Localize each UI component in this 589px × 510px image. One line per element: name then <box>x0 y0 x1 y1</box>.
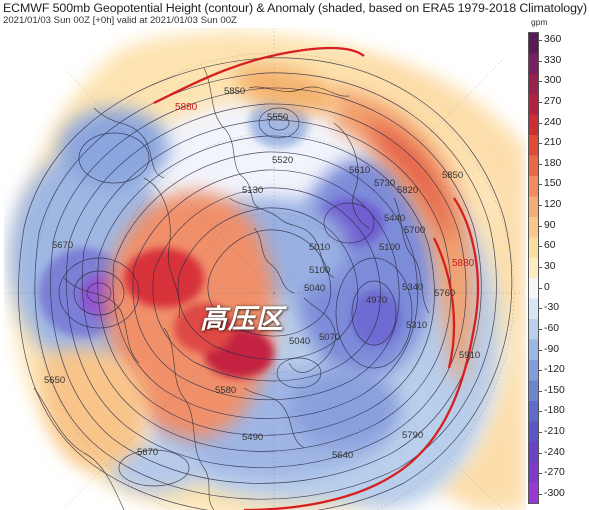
colorbar-tick-label: 60 <box>544 240 556 252</box>
contour-label: 5550 <box>267 112 288 123</box>
contour-label: 5850 <box>224 86 245 97</box>
colorbar-tick-label: -270 <box>544 467 565 479</box>
contour-label: 5670 <box>137 447 158 458</box>
colorbar-tick-label: 330 <box>544 54 562 66</box>
graticule <box>4 28 526 510</box>
contour-label: 5730 <box>374 178 395 189</box>
contour-label: 5520 <box>272 155 293 166</box>
colorbar-tick-label: 120 <box>544 198 562 210</box>
colorbar-tick-mark <box>539 390 542 392</box>
contour-label: 5790 <box>402 430 423 441</box>
contour-label: 5440 <box>384 213 405 224</box>
colorbar-tick-label: 180 <box>544 157 562 169</box>
colorbar-tick-label: 90 <box>544 219 556 231</box>
contour-label: 5100 <box>309 265 330 276</box>
colorbar-tick-label: -210 <box>544 425 565 437</box>
colorbar-tick-label: 240 <box>544 116 562 128</box>
colorbar-tick-mark <box>539 205 542 207</box>
colorbar-tick-mark <box>539 452 542 454</box>
colorbar-tick-label: -120 <box>544 363 565 375</box>
colorbar-tick-mark <box>539 370 542 372</box>
colorbar-tick-mark <box>539 40 542 41</box>
colorbar-tick-mark <box>539 349 542 351</box>
contour-label: 5130 <box>242 185 263 196</box>
colorbar-tick-label: -150 <box>544 384 565 396</box>
contour-labels: 5880 5850 5550 5520 5130 5610 5730 5820 … <box>44 86 480 461</box>
colorbar-tick-label: 360 <box>544 33 562 45</box>
contour-label: 5700 <box>404 225 425 236</box>
colorbar-tick-mark <box>539 101 542 103</box>
contour-label: 5490 <box>242 432 263 443</box>
colorbar-tick-mark <box>539 122 542 124</box>
contour-label: 5340 <box>402 282 423 293</box>
colorbar-tick-label: 150 <box>544 178 562 190</box>
colorbar-tick-mark <box>539 308 542 310</box>
colorbar-tick-mark <box>539 143 542 145</box>
colorbar-unit: gpm <box>531 17 548 27</box>
colorbar-tick-label: -30 <box>544 302 560 314</box>
colorbar-tick-label: 30 <box>544 260 556 272</box>
colorbar-tick-mark <box>539 494 542 495</box>
contour-label: 5650 <box>44 375 65 386</box>
contour-label: 5040 <box>304 283 325 294</box>
map-title: ECMWF 500mb Geopotential Height (contour… <box>3 1 587 15</box>
colorbar-tick-label: -300 <box>544 487 565 499</box>
polar-stereographic-map: 5880 5850 5550 5520 5130 5610 5730 5820 … <box>4 28 526 510</box>
colorbar-tick-label: 270 <box>544 95 562 107</box>
colorbar-tick-mark <box>539 246 542 248</box>
contour-label: 5040 <box>289 336 310 347</box>
contour-label: 5070 <box>319 332 340 343</box>
contour-label: 5640 <box>332 450 353 461</box>
contour-label: 5610 <box>349 165 370 176</box>
colorbar-tick-mark <box>539 473 542 475</box>
contour-label: 5880 <box>175 102 198 113</box>
anomaly-shading <box>9 31 526 510</box>
colorbar-tick-mark <box>539 411 542 413</box>
colorbar-tick-mark <box>539 432 542 434</box>
contour-label: 5310 <box>406 320 427 331</box>
colorbar-tick-label: 300 <box>544 75 562 87</box>
contour-label: 5010 <box>309 242 330 253</box>
colorbar <box>528 32 539 504</box>
colorbar-tick-label: -240 <box>544 446 565 458</box>
colorbar-tick-label: -180 <box>544 405 565 417</box>
colorbar-tick-mark <box>539 267 542 268</box>
colorbar-tick-mark <box>539 60 542 62</box>
contour-label: 5880 <box>452 258 475 269</box>
colorbar-tick-label: -90 <box>544 343 560 355</box>
colorbar-tick-mark <box>539 287 542 289</box>
colorbar-tick-label: 210 <box>544 136 562 148</box>
contour-label: 5670 <box>52 240 73 251</box>
colorbar-tick-mark <box>539 225 542 227</box>
contour-label: 5910 <box>459 350 480 361</box>
contour-label: 5100 <box>379 242 400 253</box>
contour-label: 4970 <box>366 295 387 306</box>
colorbar-tick-mark <box>539 328 542 330</box>
contour-label: 5580 <box>215 385 236 396</box>
colorbar-tick-mark <box>539 81 542 83</box>
colorbar-tick-mark <box>539 163 542 165</box>
contour-label: 5760 <box>434 288 455 299</box>
contour-5880 <box>153 46 480 510</box>
colorbar-tick-label: 0 <box>544 281 550 293</box>
colorbar-tick-mark <box>539 184 542 186</box>
contour-label: 5820 <box>397 185 418 196</box>
height-contours <box>18 57 513 510</box>
map-valid-time: 2021/01/03 Sun 00Z [+0h] valid at 2021/0… <box>3 15 237 26</box>
colorbar-tick-label: -60 <box>544 322 560 334</box>
contour-label: 5850 <box>442 170 463 181</box>
high-pressure-label: 高压区 <box>200 304 284 335</box>
